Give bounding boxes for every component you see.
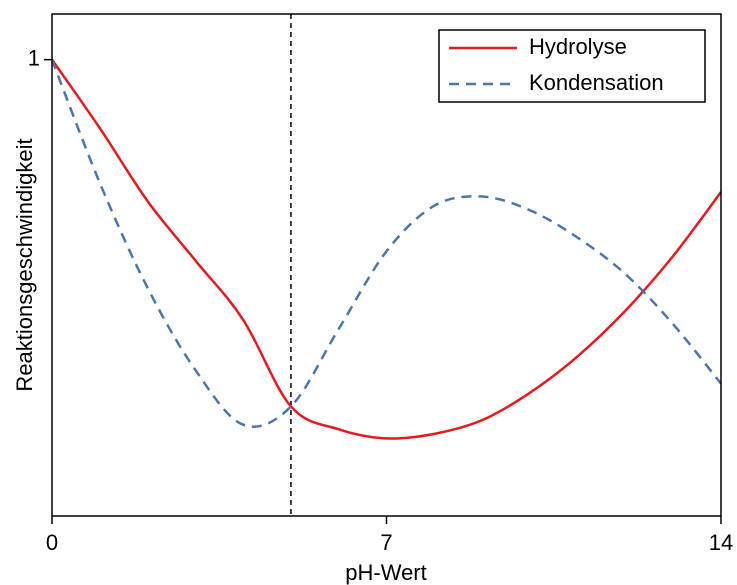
series-line (50, 59, 722, 428)
legend-label: Kondensation (529, 70, 664, 95)
legend-box (438, 29, 706, 103)
legend-label: Hydrolyse (529, 34, 627, 59)
plot-frame (51, 13, 722, 517)
y-axis-label: Reaktionsgeschwindigkeit (12, 138, 37, 391)
series-line (50, 58, 723, 440)
x-tick-label: 0 (46, 530, 58, 555)
x-tick-label: 7 (380, 530, 392, 555)
y-tick-label: 1 (28, 45, 40, 70)
x-axis-label: pH-Wert (345, 560, 427, 585)
x-tick-label: 14 (709, 530, 733, 555)
